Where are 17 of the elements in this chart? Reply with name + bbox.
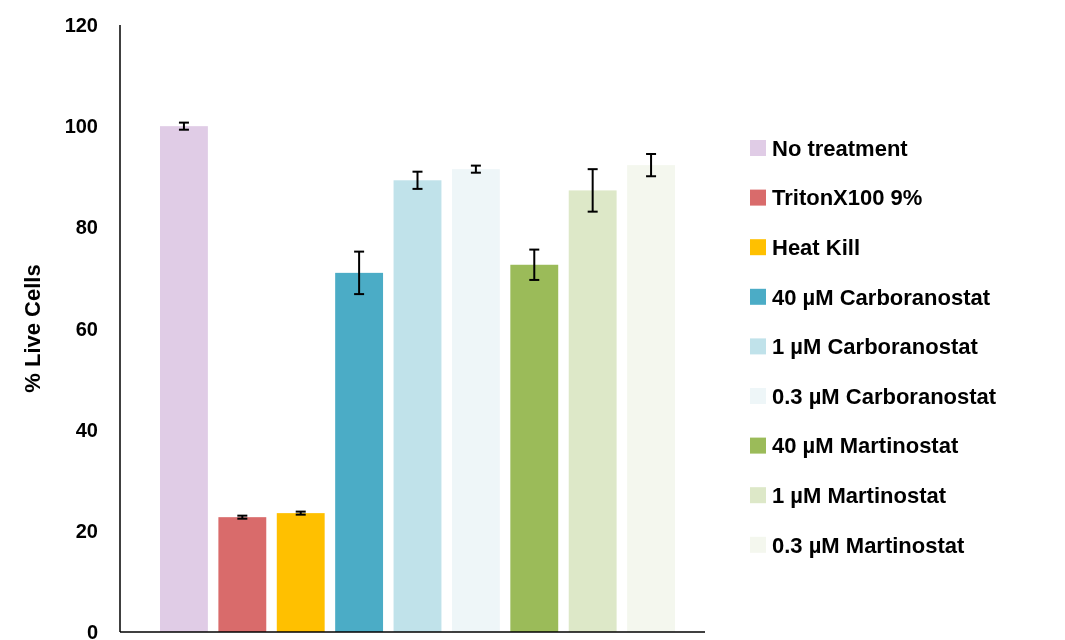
- y-tick-label: 40: [75, 418, 98, 441]
- y-tick-label: 80: [75, 216, 98, 239]
- legend-label: 1 µM Carboranostat: [772, 334, 979, 360]
- legend-label: 0.3 µM Martinostat: [772, 532, 966, 558]
- legend-label: 0.3 µM Carboranostat: [772, 383, 997, 409]
- y-tick-label: 20: [75, 519, 98, 542]
- legend-label: Heat Kill: [772, 234, 861, 260]
- legend-label: 40 µM Carboranostat: [772, 284, 991, 310]
- y-axis-title: % Live Cells: [20, 264, 45, 393]
- legend-label: 1 µM Martinostat: [772, 482, 947, 508]
- legend-label: 40 µM Martinostat: [772, 433, 959, 459]
- y-tick-label: 100: [64, 115, 98, 138]
- legend-label: TritonX100 9%: [772, 185, 923, 211]
- legend-label: No treatment: [772, 135, 909, 161]
- y-tick-label: 120: [64, 14, 98, 36]
- y-tick-label: 60: [75, 317, 98, 340]
- y-tick-label: 0: [86, 621, 98, 640]
